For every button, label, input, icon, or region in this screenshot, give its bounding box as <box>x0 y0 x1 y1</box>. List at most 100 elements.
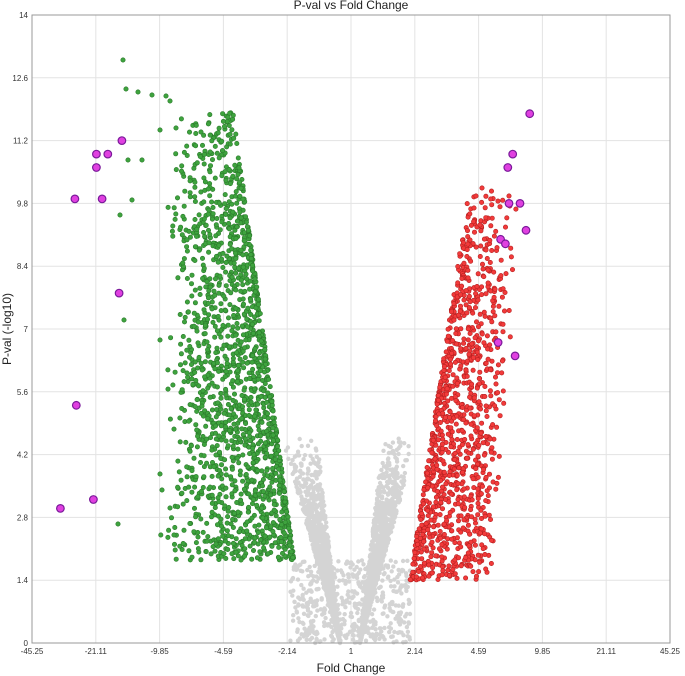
up-point <box>457 251 463 257</box>
up-point <box>446 472 452 478</box>
down-point <box>220 322 226 328</box>
up-point <box>446 572 452 578</box>
highlighted-point <box>56 504 65 513</box>
down-point <box>226 315 232 321</box>
down-point <box>194 226 200 232</box>
up-point <box>457 303 463 309</box>
up-point <box>487 436 493 442</box>
down-point <box>236 460 242 466</box>
up-point <box>433 494 439 500</box>
down-point <box>213 423 219 429</box>
down-point <box>223 368 229 374</box>
up-point <box>465 234 471 240</box>
down-point <box>235 553 241 559</box>
down-point <box>281 489 287 495</box>
down-point <box>201 230 207 236</box>
up-point <box>454 413 460 419</box>
x-tick-label: 1 <box>349 647 354 656</box>
up-point <box>479 331 485 337</box>
up-point <box>421 539 427 545</box>
up-point <box>476 375 482 381</box>
down-point <box>249 556 255 562</box>
down-point <box>200 529 206 535</box>
down-point <box>278 539 284 545</box>
up-point <box>475 357 481 363</box>
up-point <box>460 240 466 246</box>
up-point <box>488 196 494 202</box>
down-point <box>256 330 262 336</box>
down-point <box>194 328 200 334</box>
up-point <box>475 486 481 492</box>
up-point <box>447 409 453 415</box>
down-point <box>272 456 278 462</box>
down-point <box>191 529 197 535</box>
down-point <box>220 533 226 539</box>
up-point <box>487 237 493 243</box>
down-point <box>175 275 181 281</box>
up-point <box>445 398 451 404</box>
down-point <box>242 345 248 351</box>
down-point <box>255 468 261 474</box>
up-point <box>432 456 438 462</box>
down-point <box>257 537 263 543</box>
x-tick-label: -4.59 <box>214 647 233 656</box>
down-point <box>252 386 258 392</box>
up-point <box>429 450 435 456</box>
up-point <box>493 228 499 234</box>
down-point <box>219 523 225 529</box>
up-point <box>452 557 458 563</box>
x-axis-title: Fold Change <box>317 661 386 675</box>
up-point <box>475 338 481 344</box>
up-point <box>495 390 501 396</box>
down-point <box>234 350 240 356</box>
downregulated-points <box>115 57 296 563</box>
up-point <box>467 394 473 400</box>
down-point <box>189 272 195 278</box>
up-point <box>499 370 505 376</box>
up-point <box>477 381 483 387</box>
up-point <box>502 224 508 230</box>
up-point <box>428 554 434 560</box>
up-point <box>448 425 454 431</box>
down-point <box>188 443 194 449</box>
up-point <box>412 549 418 555</box>
up-point <box>430 565 436 571</box>
down-point <box>227 241 233 247</box>
up-point <box>465 337 471 343</box>
non-significant-point-cloud <box>283 436 413 646</box>
up-point <box>456 465 462 471</box>
upregulated-points <box>407 185 519 583</box>
down-point <box>237 468 243 474</box>
down-point <box>228 474 234 480</box>
down-point <box>209 306 215 312</box>
up-point <box>460 404 466 410</box>
down-point <box>231 421 237 427</box>
down-point <box>221 430 227 436</box>
down-point <box>267 534 273 540</box>
up-point <box>463 420 469 426</box>
down-point <box>213 233 219 239</box>
down-point <box>206 240 212 246</box>
down-point <box>209 138 215 144</box>
down-point <box>192 194 198 200</box>
up-point <box>475 552 481 558</box>
down-point <box>180 213 186 219</box>
down-point <box>222 503 228 509</box>
down-point <box>204 339 210 345</box>
down-point <box>255 296 261 302</box>
down-point <box>223 485 229 491</box>
down-point <box>259 483 265 489</box>
up-point <box>474 385 480 391</box>
up-point <box>466 305 472 311</box>
down-point <box>207 232 213 238</box>
down-point <box>189 489 195 495</box>
down-point <box>176 469 182 475</box>
down-point <box>264 399 270 405</box>
down-point <box>212 292 218 298</box>
down-point <box>192 199 198 205</box>
down-point <box>167 98 173 104</box>
up-point <box>452 359 458 365</box>
down-point <box>205 300 211 306</box>
up-point <box>491 233 497 239</box>
up-point <box>458 292 464 298</box>
